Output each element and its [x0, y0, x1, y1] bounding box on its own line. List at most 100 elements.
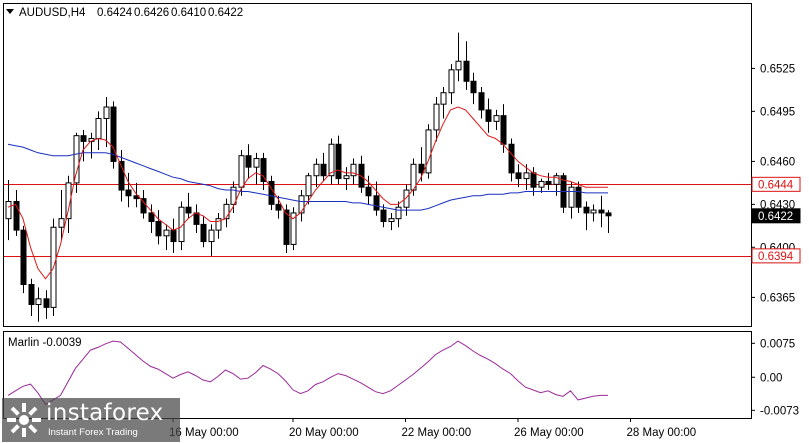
- candle: [245, 144, 252, 179]
- candle: [365, 175, 372, 205]
- candle-body: [80, 135, 87, 142]
- candle: [350, 158, 357, 185]
- level-tag: 0.6394: [751, 248, 801, 264]
- candle-body: [170, 229, 177, 243]
- time-tick-label: 26 May 00:00: [514, 427, 584, 439]
- candle-body: [238, 155, 245, 188]
- candle-body: [538, 180, 545, 188]
- candle-body: [583, 206, 590, 214]
- dropdown-triangle-icon[interactable]: [6, 9, 14, 14]
- level-tag-text: 0.6394: [758, 251, 794, 263]
- candle: [185, 192, 192, 219]
- candle-body: [163, 229, 170, 237]
- candle-body: [418, 163, 425, 174]
- candle-body: [568, 186, 575, 208]
- candle-body: [230, 186, 237, 205]
- candle: [575, 181, 582, 213]
- ma-fast-line: [7, 106, 608, 280]
- candle-body: [395, 206, 402, 220]
- candle: [283, 204, 290, 254]
- open-value: 0.6424: [97, 7, 133, 19]
- candle: [215, 212, 222, 239]
- candle-body: [185, 206, 192, 214]
- candle: [140, 190, 147, 219]
- close-value: 0.6422: [208, 7, 243, 19]
- candle-body: [20, 229, 27, 285]
- candle-body: [298, 195, 305, 214]
- price-tick-label: 0.6460: [760, 156, 795, 168]
- candle-body: [530, 172, 537, 188]
- candle: [28, 278, 35, 316]
- candle: [320, 152, 327, 182]
- candle: [103, 97, 110, 148]
- time-tick-label: 20 May 00:00: [289, 427, 359, 439]
- candle-body: [380, 209, 387, 223]
- marlin-tick-label: -0.0073: [760, 405, 799, 417]
- candle-body: [440, 92, 447, 105]
- candle-body: [58, 218, 65, 228]
- time-tick-label: 16 May 00:00: [169, 427, 239, 439]
- candle-body: [463, 60, 470, 82]
- candle-body: [148, 212, 155, 223]
- candle-body: [5, 200, 12, 220]
- current-price-tag-box: [751, 208, 801, 224]
- candle-body: [28, 283, 35, 306]
- candle-body: [193, 212, 200, 225]
- price-tick-label: 0.6495: [760, 106, 795, 118]
- candle: [523, 164, 530, 191]
- marlin-axis: 0.0075 0.00 -0.0073: [751, 338, 799, 417]
- candle: [43, 290, 50, 319]
- candle: [433, 97, 440, 142]
- candle-body: [283, 209, 290, 245]
- candle-body: [35, 298, 42, 306]
- price-tick-label: 0.6525: [760, 63, 795, 75]
- candle: [493, 109, 500, 130]
- candle: [20, 225, 27, 294]
- level-tag: 0.6444: [751, 176, 801, 192]
- candle-body: [335, 143, 342, 180]
- candle: [440, 87, 447, 119]
- candle: [155, 210, 162, 245]
- candle: [328, 138, 335, 185]
- candle: [253, 152, 260, 185]
- candle-body: [260, 158, 267, 182]
- candle: [478, 87, 485, 119]
- candle: [583, 201, 590, 231]
- candle-body: [485, 109, 492, 122]
- candle-body: [268, 180, 275, 205]
- candle: [380, 204, 387, 228]
- candle: [73, 132, 80, 193]
- candle: [568, 181, 575, 219]
- candle-body: [215, 218, 222, 231]
- candle: [545, 172, 552, 191]
- candle-body: [178, 206, 185, 243]
- low-value: 0.6410: [171, 7, 206, 19]
- candle-body: [208, 229, 215, 243]
- candle-body: [313, 163, 320, 177]
- candle-body: [245, 155, 252, 168]
- candle-body: [493, 115, 500, 122]
- candle-body: [275, 203, 282, 211]
- candle: [65, 175, 72, 233]
- candle: [388, 212, 395, 231]
- candle-body: [73, 135, 80, 184]
- candle: [463, 41, 470, 90]
- candle-body: [448, 69, 455, 94]
- candle-body: [320, 163, 327, 177]
- current-price-tag-text: 0.6422: [758, 211, 793, 223]
- candle: [148, 204, 155, 233]
- candle-body: [545, 180, 552, 185]
- candle-body: [328, 143, 335, 177]
- level-tag-text: 0.6444: [758, 179, 794, 191]
- brand-tagline: Instant Forex Trading: [48, 427, 138, 438]
- candle-body: [290, 212, 297, 245]
- candle-body: [95, 117, 102, 140]
- marlin-tick-label: 0.00: [760, 372, 782, 384]
- brand-logo: instaforex Instant Forex Trading: [2, 398, 180, 442]
- candle: [343, 167, 350, 191]
- candle-body: [553, 175, 560, 185]
- main-panel-frame: [3, 3, 752, 327]
- candle-body: [478, 92, 485, 111]
- candle: [605, 210, 612, 233]
